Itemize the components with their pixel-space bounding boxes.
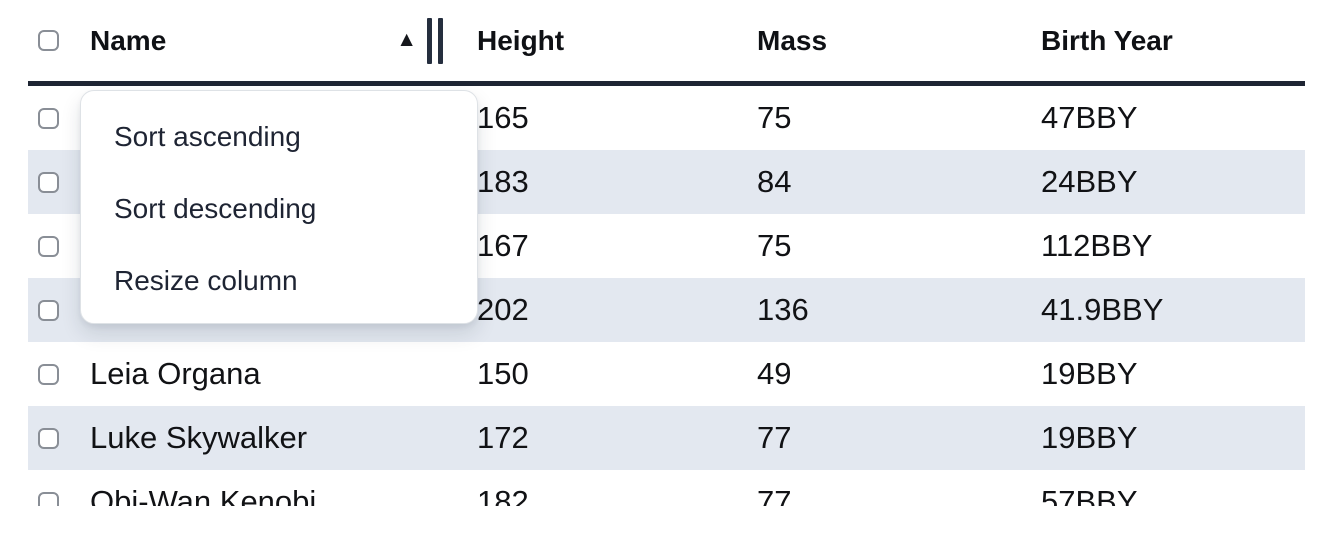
row-select-cell bbox=[28, 427, 90, 449]
row-select-cell bbox=[28, 491, 90, 506]
row-checkbox[interactable] bbox=[38, 107, 59, 129]
sort-ascending-icon[interactable]: ▲ bbox=[396, 28, 417, 51]
table-row: Leia Organa 150 49 19BBY bbox=[28, 342, 1305, 406]
birth-year-cell: 57BBY bbox=[1041, 484, 1138, 506]
select-all-checkbox[interactable] bbox=[38, 30, 59, 51]
row-select-cell bbox=[28, 363, 90, 385]
column-header-name-label: Name bbox=[90, 24, 167, 56]
height-cell: 202 bbox=[477, 292, 529, 327]
mass-cell: 77 bbox=[757, 484, 792, 506]
row-select-cell bbox=[28, 235, 90, 257]
mass-cell: 84 bbox=[757, 164, 792, 199]
birth-year-cell: 41.9BBY bbox=[1041, 292, 1164, 327]
menu-item-sort-descending[interactable]: Sort descending bbox=[114, 193, 317, 224]
table-row: 167 75 112BBY bbox=[28, 214, 1305, 278]
height-cell: 172 bbox=[477, 420, 529, 455]
mass-cell: 75 bbox=[757, 100, 792, 135]
column-header-birth-year[interactable]: Birth Year bbox=[1041, 24, 1173, 56]
column-header-height[interactable]: Height bbox=[477, 24, 565, 56]
mass-cell: 49 bbox=[757, 356, 792, 391]
row-select-cell bbox=[28, 299, 90, 321]
height-cell: 150 bbox=[477, 356, 529, 391]
mass-cell: 136 bbox=[757, 292, 809, 327]
name-cell: Obi-Wan Kenobi bbox=[90, 484, 317, 506]
birth-year-cell: 19BBY bbox=[1041, 356, 1138, 391]
row-checkbox[interactable] bbox=[38, 491, 59, 506]
height-cell: 182 bbox=[477, 484, 529, 506]
column-context-menu: Sort ascending Sort descending Resize co… bbox=[80, 90, 478, 324]
menu-item-sort-ascending[interactable]: Sort ascending bbox=[114, 121, 301, 152]
row-checkbox[interactable] bbox=[38, 363, 59, 385]
name-cell: Luke Skywalker bbox=[90, 420, 308, 455]
table-row: Obi-Wan Kenobi 182 77 57BBY bbox=[28, 470, 1305, 506]
birth-year-cell: 24BBY bbox=[1041, 164, 1138, 199]
menu-item-resize-column[interactable]: Resize column bbox=[114, 265, 298, 296]
height-cell: 167 bbox=[477, 228, 529, 263]
row-select-cell bbox=[28, 171, 90, 193]
row-checkbox[interactable] bbox=[38, 235, 59, 257]
row-checkbox[interactable] bbox=[38, 299, 59, 321]
mass-cell: 77 bbox=[757, 420, 792, 455]
row-select-cell bbox=[28, 107, 90, 129]
select-all-cell bbox=[28, 30, 90, 51]
table-row: 165 75 47BBY bbox=[28, 86, 1305, 150]
column-resize-handle-icon[interactable] bbox=[427, 17, 443, 64]
height-cell: 183 bbox=[477, 164, 529, 199]
table-header-row: Name ▲ Height Mass Birth Year bbox=[28, 0, 1305, 86]
column-header-mass[interactable]: Mass bbox=[757, 24, 828, 56]
mass-cell: 75 bbox=[757, 228, 792, 263]
row-checkbox[interactable] bbox=[38, 427, 59, 449]
height-cell: 165 bbox=[477, 100, 529, 135]
birth-year-cell: 47BBY bbox=[1041, 100, 1138, 135]
table-row: Luke Skywalker 172 77 19BBY bbox=[28, 406, 1305, 470]
name-cell: Leia Organa bbox=[90, 356, 261, 391]
birth-year-cell: 19BBY bbox=[1041, 420, 1138, 455]
birth-year-cell: 112BBY bbox=[1041, 228, 1153, 263]
row-checkbox[interactable] bbox=[38, 171, 59, 193]
column-header-name[interactable]: Name ▲ bbox=[90, 17, 477, 64]
